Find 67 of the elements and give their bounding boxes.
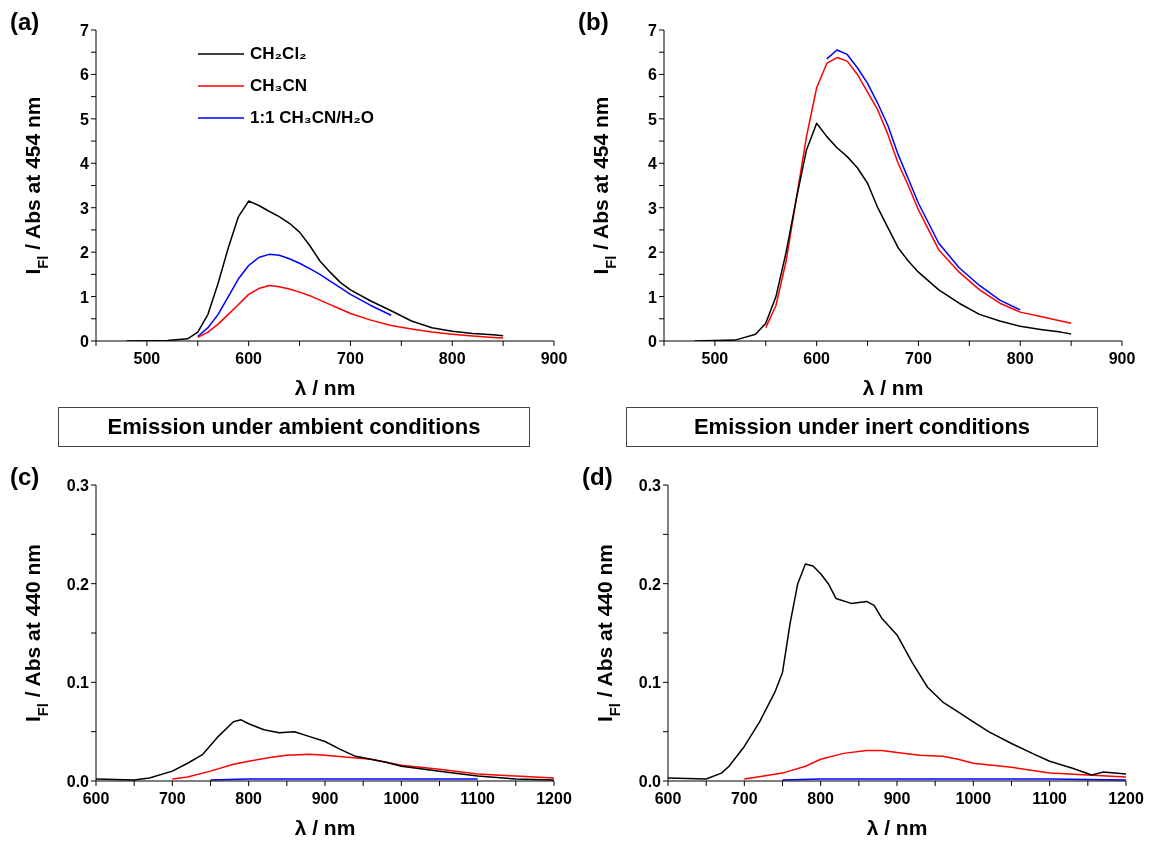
y-tick-label: 2	[648, 244, 658, 262]
line-series	[171, 753, 554, 780]
y-tick-label: 0.3	[66, 477, 90, 494]
chart-title: (c)	[10, 463, 40, 491]
x-tick-label: 600	[803, 350, 831, 367]
x-tick-label: 600	[654, 790, 682, 807]
x-tick-label: 1000	[383, 790, 420, 807]
x-tick-label: 600	[235, 350, 263, 367]
line-series	[765, 56, 1072, 329]
x-tick-label: 1100	[1032, 790, 1068, 807]
x-tick-label: 700	[905, 350, 932, 367]
x-tick-label: 800	[1006, 350, 1034, 367]
x-tick-label: 1000	[955, 790, 992, 807]
y-tick-label: 7	[648, 22, 658, 39]
x-tick-label: 700	[158, 790, 186, 807]
x-tick-label: 900	[311, 790, 339, 807]
y-tick-label: 0.1	[638, 674, 662, 692]
y-tick-label: 0.3	[638, 477, 662, 494]
line-series	[743, 749, 1126, 780]
legend-label: 1:1 CH₃CN/H₂O	[250, 108, 375, 128]
line-series	[197, 253, 392, 338]
y-tick-label: 0	[80, 333, 90, 350]
x-tick-label: 1200	[1108, 790, 1144, 807]
chart-title: (a)	[10, 8, 40, 36]
x-tick-label: 1200	[536, 790, 572, 807]
y-tick-label: 1	[80, 288, 90, 306]
x-tick-label: 500	[133, 350, 161, 367]
y-tick-label: 5	[80, 110, 90, 128]
x-tick-label: 800	[807, 790, 835, 807]
line-series	[826, 49, 1021, 311]
y-tick-label: 0.1	[66, 674, 90, 692]
y-tick-label: 0.0	[66, 773, 90, 790]
x-axis-title: λ / nm	[294, 816, 356, 839]
x-axis-title: λ / nm	[862, 376, 924, 399]
y-tick-label: 0	[648, 333, 658, 350]
legend-label: CH₂Cl₂	[250, 44, 307, 64]
y-tick-label: 1	[648, 288, 658, 306]
x-tick-label: 500	[701, 350, 729, 367]
x-tick-label: 700	[730, 790, 758, 807]
y-tick-label: 6	[648, 66, 658, 84]
y-tick-label: 5	[648, 110, 658, 128]
x-tick-label: 800	[438, 350, 466, 367]
legend-label: CH₃CN	[250, 76, 307, 96]
text: Emission under inert conditions	[626, 407, 1098, 447]
y-tick-label: 2	[80, 244, 90, 262]
x-tick-label: 700	[337, 350, 364, 367]
x-tick-label: 900	[883, 790, 911, 807]
x-tick-label: 900	[540, 350, 568, 367]
chart-title: (d)	[582, 463, 613, 491]
y-tick-label: 4	[648, 155, 658, 173]
y-tick-label: 0.2	[638, 575, 662, 593]
x-tick-label: 1100	[460, 790, 496, 807]
y-tick-label: 0.0	[638, 773, 662, 790]
y-tick-label: 3	[80, 199, 90, 217]
y-tick-label: 4	[80, 155, 90, 173]
x-tick-label: 900	[1108, 350, 1136, 367]
y-tick-label: 3	[648, 199, 658, 217]
x-axis-title: λ / nm	[866, 816, 928, 839]
y-tick-label: 6	[80, 66, 90, 84]
text: Emission under ambient conditions	[58, 407, 530, 447]
y-tick-label: 0.2	[66, 575, 90, 593]
x-tick-label: 600	[82, 790, 110, 807]
y-tick-label: 7	[80, 22, 90, 39]
x-tick-label: 800	[235, 790, 263, 807]
chart-title: (b)	[578, 8, 609, 36]
x-axis-title: λ / nm	[294, 376, 356, 399]
line-series	[197, 284, 504, 339]
